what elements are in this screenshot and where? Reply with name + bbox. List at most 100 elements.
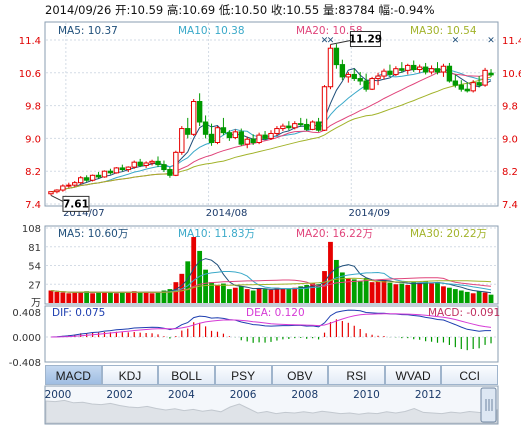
macd-ytick: 0.000 — [12, 333, 41, 344]
tab-rsi[interactable]: RSI — [328, 365, 385, 385]
volume-bar — [96, 292, 101, 303]
volume-bar — [435, 282, 440, 303]
volume-bar — [215, 284, 220, 303]
price-ytick-right: 8.2 — [502, 167, 518, 178]
candle-body — [464, 88, 470, 92]
volume-bar — [102, 291, 107, 303]
volume-bar — [108, 292, 113, 303]
header-high-label: 高: — [166, 3, 183, 17]
candle-body — [303, 123, 310, 130]
volume-bar — [423, 281, 429, 303]
volume-bar — [173, 282, 179, 303]
volume-bar — [167, 289, 173, 303]
price-legend-ma20: MA20: 10.58 — [296, 25, 363, 37]
candle-body — [244, 138, 250, 145]
price-xtick: 2014/08 — [206, 208, 248, 219]
volume-bar — [476, 291, 482, 303]
volume-unit: 万 — [31, 298, 41, 309]
candle-body — [125, 166, 131, 171]
overview-xtick: 2000 — [45, 389, 72, 401]
overview-xtick: 2012 — [415, 389, 442, 401]
candle-body — [375, 75, 381, 80]
candle-body — [232, 131, 239, 139]
candle-body — [357, 78, 363, 82]
tab-cci[interactable]: CCI — [441, 365, 498, 385]
overview-xtick: 2010 — [353, 389, 380, 401]
dea-line — [51, 313, 492, 338]
tab-psy[interactable]: PSY — [214, 365, 272, 385]
tab-obv[interactable]: OBV — [271, 365, 329, 385]
candle-body — [196, 101, 203, 123]
volume-legend-ma5: MA5: 10.60万 — [58, 228, 128, 240]
volume-bar — [316, 284, 321, 303]
price-panel — [44, 21, 499, 207]
tab-macd[interactable]: MACD — [45, 365, 102, 385]
volume-bar — [328, 241, 333, 303]
volume-bar — [131, 291, 137, 303]
candle-body — [238, 131, 244, 145]
macd-legend-dea: DEA: 0.120 — [246, 307, 305, 319]
volume-bar — [411, 282, 417, 303]
candle-body — [476, 82, 482, 86]
indicator-tab-bar: MACD KDJ BOLL PSY OBV RSI WVAD CCI — [45, 365, 498, 385]
volume-bar — [221, 283, 226, 303]
candle-body — [149, 160, 155, 164]
volume-bar — [125, 292, 131, 303]
volume-bar — [238, 286, 244, 303]
volume-bar — [119, 291, 125, 303]
tab-boll[interactable]: BOLL — [158, 365, 215, 385]
macd-ytick: -0.408 — [9, 358, 41, 369]
max-annotation-box — [349, 31, 381, 48]
tab-kdj[interactable]: KDJ — [101, 365, 159, 385]
volume-bar — [256, 288, 262, 303]
max-annotation-pointer — [330, 40, 351, 46]
volume-ytick: 27 — [28, 280, 41, 291]
volume-bar — [203, 269, 208, 303]
candle-body — [488, 72, 494, 76]
volume-bar — [470, 293, 476, 303]
volume-bar — [60, 292, 66, 303]
candle-body — [54, 189, 60, 193]
candle-body — [250, 138, 256, 144]
volume-ytick: 108 — [22, 224, 41, 235]
volume-ma30-line — [50, 277, 492, 293]
volume-bar — [90, 293, 95, 303]
candle-body — [428, 68, 435, 73]
tab-wvad[interactable]: WVAD — [384, 365, 442, 385]
price-ytick-right: 7.4 — [502, 200, 518, 211]
volume-bar — [209, 282, 214, 303]
volume-bar — [161, 290, 167, 303]
ohlc-header: 2014/09/26 开:10.59 高:10.69 低:10.50 收:10.… — [45, 2, 435, 18]
header-low: 10.50 — [234, 3, 268, 17]
candle-body — [482, 69, 488, 86]
candle-body — [173, 151, 179, 176]
volume-bar — [72, 292, 78, 303]
candle-body — [131, 161, 137, 168]
header-open-label: 开: — [114, 3, 131, 17]
volume-bar — [393, 284, 399, 303]
header-change-label: 幅: — [378, 3, 394, 17]
price-legend-ma5: MA5: 10.37 — [58, 25, 118, 37]
candle-body — [387, 70, 393, 75]
volume-bar — [268, 289, 274, 303]
candle-body — [446, 65, 453, 82]
candle-body — [280, 125, 286, 130]
price-ma30-line — [50, 76, 492, 193]
price-ma-legend: MA5: 10.37 MA10: 10.38 MA20: 10.58 MA30: 10… — [58, 25, 477, 37]
volume-bar — [226, 289, 232, 303]
macd-legend-macd: MACD: -0.091 — [428, 307, 500, 319]
signal-marker: ✕ — [487, 36, 495, 46]
candle-body — [179, 128, 185, 153]
candle-body — [167, 169, 173, 176]
overview-handle[interactable] — [480, 387, 497, 423]
candle-body — [185, 128, 191, 135]
volume-bar — [310, 283, 316, 303]
candle-body — [440, 65, 447, 73]
volume-bar — [292, 287, 298, 303]
candle-body — [416, 66, 423, 71]
candle-body — [434, 68, 441, 73]
candle-body — [363, 80, 369, 90]
min-annotation-pointer — [50, 194, 64, 202]
